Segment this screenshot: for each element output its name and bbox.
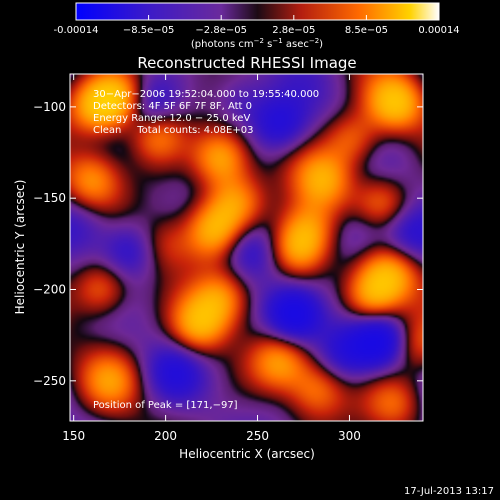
y-tick-label: −250 bbox=[33, 374, 66, 388]
peak-position-label: Position of Peak = [171,−97] bbox=[93, 400, 238, 411]
colorbar-tick-label: 0.00014 bbox=[418, 25, 459, 36]
y-tick-label: −150 bbox=[33, 191, 66, 205]
x-tick-label: 300 bbox=[338, 429, 361, 443]
annotation-time-range: 30−Apr−2006 19:52:04.000 to 19:55:40.000 bbox=[93, 89, 319, 100]
annotation-energy-range: Energy Range: 12.0 − 25.0 keV bbox=[93, 113, 250, 124]
colorbar-ticks bbox=[75, 15, 440, 20]
y-axis-tick-labels: −100 −150 −200 −250 bbox=[33, 100, 66, 388]
unit-exp-1: −2 bbox=[254, 37, 264, 45]
x-axis-ticks bbox=[73, 74, 350, 421]
colorbar-strip bbox=[75, 2, 440, 21]
y-axis-ticks bbox=[70, 106, 423, 382]
y-axis-label: Heliocentric Y (arcsec) bbox=[13, 180, 27, 315]
x-tick-label: 250 bbox=[246, 429, 269, 443]
colorbar: -0.00014 −8.5e−05 −2.8e−05 2.8e−05 8.5e−05 0.… bbox=[54, 2, 460, 50]
colorbar-tick-label: -0.00014 bbox=[54, 25, 99, 36]
x-axis-label: Heliocentric X (arcsec) bbox=[179, 447, 315, 461]
unit-exp-3: −2 bbox=[309, 37, 319, 45]
unit-exp-2: −1 bbox=[272, 37, 282, 45]
heatmap-image bbox=[70, 74, 423, 421]
y-tick-label: −200 bbox=[33, 283, 66, 297]
x-tick-label: 150 bbox=[62, 429, 85, 443]
annotation-clean-counts: Clean Total counts: 4.08E+03 bbox=[93, 125, 253, 136]
unit-part-3: asec bbox=[283, 39, 309, 50]
x-tick-label: 200 bbox=[154, 429, 177, 443]
colorbar-unit-label: (photons cm−2 s−1 asec−2) bbox=[191, 37, 323, 50]
render-timestamp: 17-Jul-2013 13:17 bbox=[404, 486, 494, 497]
colorbar-tick-labels: -0.00014 −8.5e−05 −2.8e−05 2.8e−05 8.5e−05 0.… bbox=[54, 25, 460, 36]
colorbar-tick-label: 8.5e−05 bbox=[345, 25, 388, 36]
annotation-detectors: Detectors: 4F 5F 6F 7F 8F, Att 0 bbox=[93, 101, 252, 112]
plot-frame bbox=[69, 73, 424, 422]
y-tick-label: −100 bbox=[33, 100, 66, 114]
unit-part-1: (photons cm bbox=[191, 39, 254, 50]
unit-part-2: s bbox=[264, 39, 272, 50]
chart-title: Reconstructed RHESSI Image bbox=[137, 54, 356, 72]
colorbar-tick-label: −2.8e−05 bbox=[195, 25, 247, 36]
colorbar-tick-label: −8.5e−05 bbox=[123, 25, 175, 36]
unit-part-4: ) bbox=[319, 39, 323, 50]
annotation-block: 30−Apr−2006 19:52:04.000 to 19:55:40.000… bbox=[93, 89, 319, 136]
x-axis-tick-labels: 150 200 250 300 bbox=[62, 429, 361, 443]
plot-area bbox=[70, 74, 423, 421]
colorbar-tick-label: 2.8e−05 bbox=[272, 25, 315, 36]
